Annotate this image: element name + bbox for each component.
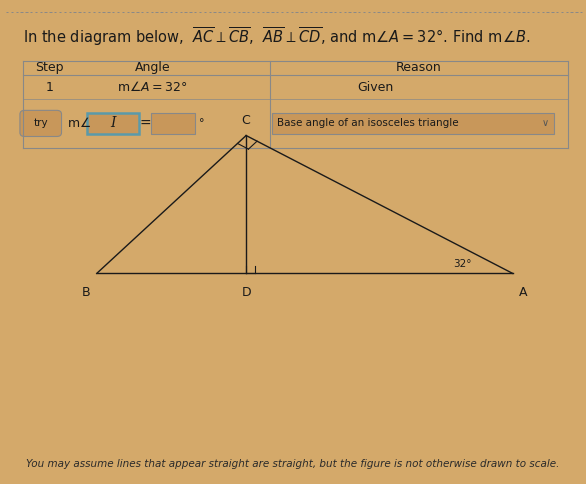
Text: Reason: Reason (396, 61, 442, 74)
Text: In the diagram below,  $\overline{AC} \perp \overline{CB}$,  $\overline{AB} \per: In the diagram below, $\overline{AC} \pe… (23, 25, 531, 47)
Text: B: B (82, 286, 90, 299)
FancyBboxPatch shape (151, 113, 195, 134)
FancyBboxPatch shape (20, 110, 62, 136)
Text: Angle: Angle (135, 61, 170, 74)
Text: m$\angle A = 32°$: m$\angle A = 32°$ (117, 80, 188, 94)
Text: 1: 1 (46, 81, 54, 93)
FancyBboxPatch shape (87, 113, 139, 134)
FancyBboxPatch shape (272, 113, 554, 134)
Text: Step: Step (36, 61, 64, 74)
Text: C: C (242, 114, 250, 127)
Text: A: A (519, 286, 527, 299)
Text: Base angle of an isosceles triangle: Base angle of an isosceles triangle (277, 119, 459, 128)
Text: Given: Given (357, 81, 393, 93)
Text: I: I (110, 117, 116, 130)
Text: try: try (33, 119, 48, 128)
Text: D: D (241, 286, 251, 299)
Text: 32°: 32° (453, 258, 472, 269)
Text: °: ° (199, 119, 205, 128)
Text: ∨: ∨ (541, 119, 548, 128)
Text: m$\angle$: m$\angle$ (67, 117, 91, 130)
Text: You may assume lines that appear straight are straight, but the figure is not ot: You may assume lines that appear straigh… (26, 459, 560, 469)
Text: =: = (139, 117, 151, 130)
